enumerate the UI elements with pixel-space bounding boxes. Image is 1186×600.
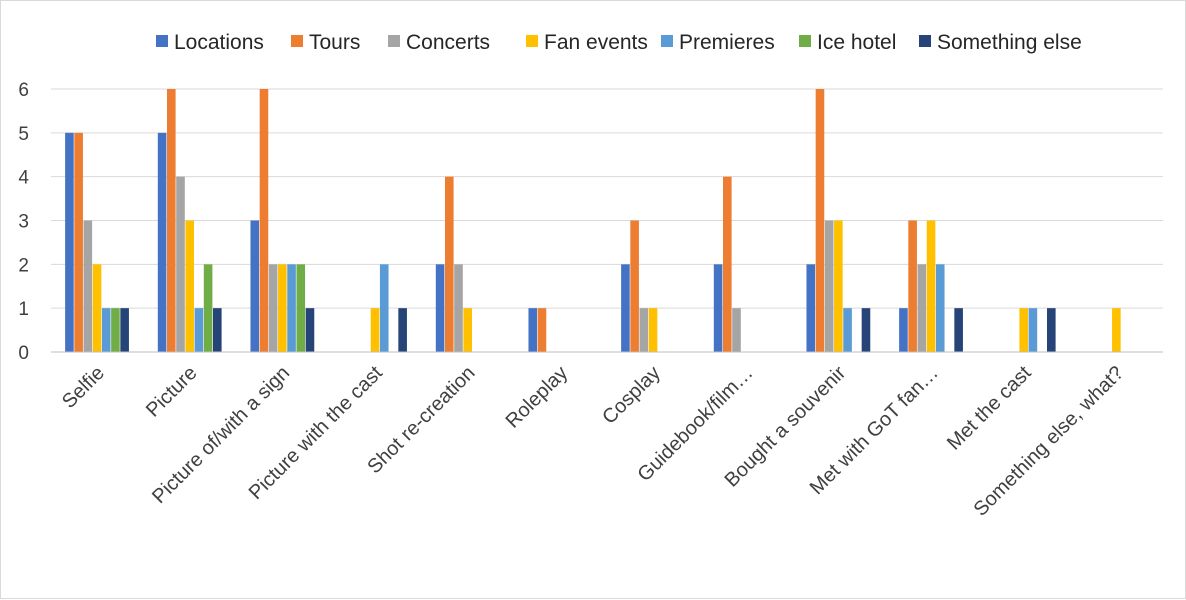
bar-locations — [65, 132, 74, 352]
y-tick-label: 5 — [18, 124, 29, 145]
category-label: Something else, what? — [970, 362, 1129, 521]
bar-tours — [537, 308, 547, 352]
bar-locations — [435, 264, 445, 352]
bar-fan-events — [370, 308, 380, 352]
bar-concerts — [824, 220, 834, 352]
bar-ice-hotel — [111, 308, 120, 352]
category-label: Met the cast — [943, 362, 1036, 455]
legend-swatch — [799, 35, 811, 47]
bar-locations — [806, 264, 816, 352]
category-label: Picture — [142, 362, 202, 422]
bar-ice-hotel — [296, 264, 306, 352]
y-tick-label: 3 — [18, 212, 29, 233]
bar-premieres — [935, 264, 945, 352]
bar-premieres — [1028, 308, 1038, 352]
legend-swatch — [291, 35, 303, 47]
legend-swatch — [156, 35, 168, 47]
bar-ice-hotel — [203, 264, 213, 352]
bar-premieres — [287, 264, 296, 352]
bar-concerts — [917, 264, 927, 352]
y-tick-label: 4 — [18, 168, 29, 189]
bar-tours — [445, 176, 454, 352]
bar-premieres — [379, 264, 389, 352]
bar-fan-events — [463, 308, 472, 352]
bar-fan-events — [834, 220, 843, 352]
bar-premieres — [194, 308, 204, 352]
bar-tours — [908, 220, 917, 352]
legend-label: Tours — [309, 31, 360, 54]
gridlines — [51, 88, 1163, 309]
legend-swatch — [388, 35, 400, 47]
bar-premieres — [843, 308, 852, 352]
bar-tours — [74, 132, 83, 352]
bar-locations — [250, 220, 260, 352]
bar-tours — [723, 176, 732, 352]
legend-label: Locations — [174, 31, 264, 54]
bar-locations — [528, 308, 538, 352]
bar-tours — [259, 89, 269, 352]
bar-something-else — [213, 308, 222, 352]
bar-something-else — [1047, 308, 1056, 352]
bar-fan-events — [278, 264, 287, 352]
bar-fan-events — [926, 220, 936, 352]
legend-label: Fan events — [544, 31, 648, 54]
bar-something-else — [305, 308, 315, 352]
bar-locations — [899, 308, 908, 352]
y-tick-label: 6 — [18, 80, 29, 101]
y-tick-label: 0 — [18, 343, 29, 364]
bar-something-else — [861, 308, 871, 352]
legend-swatch — [526, 35, 538, 47]
legend-label: Concerts — [406, 31, 490, 54]
legend-label: Ice hotel — [817, 31, 896, 54]
bar-tours — [167, 89, 176, 352]
bar-concerts — [176, 176, 185, 352]
bar-concerts — [83, 220, 93, 352]
legend-swatch — [919, 35, 931, 47]
bar-locations — [713, 264, 723, 352]
bar-tours — [815, 89, 825, 352]
legend-label: Something else — [937, 31, 1082, 54]
bar-concerts — [268, 264, 278, 352]
bars — [65, 89, 1121, 352]
y-tick-label: 1 — [18, 299, 29, 320]
bar-fan-events — [1019, 308, 1028, 352]
bar-locations — [157, 132, 167, 352]
bar-locations — [621, 264, 630, 352]
bar-concerts — [639, 308, 649, 352]
bar-concerts — [732, 308, 741, 352]
bar-premieres — [101, 308, 111, 352]
legend-label: Premieres — [679, 31, 775, 54]
bar-tours — [630, 220, 639, 352]
bar-something-else — [120, 308, 129, 352]
category-label: Cosplay — [598, 362, 665, 429]
bar-fan-events — [92, 264, 102, 352]
y-tick-label: 2 — [18, 255, 29, 276]
bar-something-else — [398, 308, 407, 352]
bar-fan-events — [185, 220, 194, 352]
bar-something-else — [954, 308, 963, 352]
category-label: Roleplay — [502, 362, 573, 433]
bar-concerts — [454, 264, 463, 352]
legend-swatch — [661, 35, 673, 47]
category-label: Selfie — [58, 362, 109, 413]
legend: Locations Tours Concerts Fan events Premiere… — [156, 31, 1082, 54]
bar-fan-events — [1112, 308, 1121, 352]
bar-fan-events — [648, 308, 658, 352]
